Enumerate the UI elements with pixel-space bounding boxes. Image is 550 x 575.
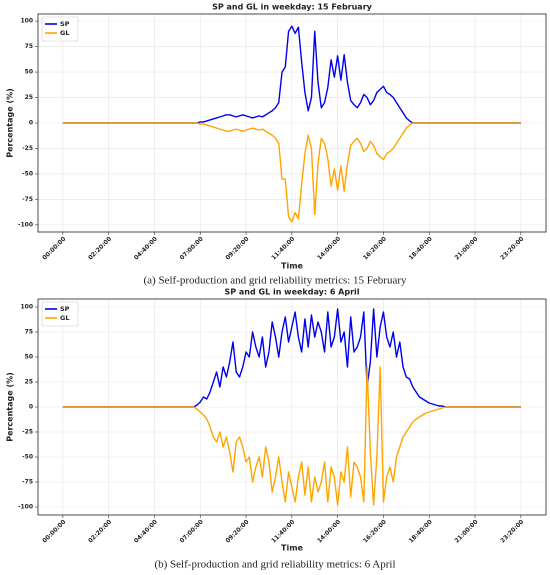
x-tick-label: 16:20:00 (362, 236, 388, 262)
x-tick-label: 09:20:00 (224, 519, 250, 545)
y-tick-label: -75 (22, 196, 33, 203)
x-tick-label: 09:20:00 (224, 236, 250, 262)
legend-label: SP (60, 305, 70, 313)
legend-box (41, 16, 79, 42)
y-tick-label: 50 (25, 354, 33, 361)
series-line (62, 122, 521, 223)
x-tick-label: 21:00:00 (453, 236, 479, 262)
y-tick-label: 0 (29, 120, 33, 127)
y-axis-label: Percentage (%) (6, 372, 15, 442)
x-tick-label: 07:00:00 (179, 236, 205, 262)
x-tick-label: 14:00:00 (316, 519, 342, 545)
legend-label: GL (60, 314, 69, 322)
y-tick-label: 75 (25, 329, 33, 336)
x-tick-label: 02:20:00 (87, 519, 113, 545)
y-tick-label: 100 (20, 304, 33, 311)
y-tick-label: -25 (22, 145, 33, 152)
chart-title: SP and GL in weekday: 15 February (212, 3, 373, 12)
x-tick-label: 07:00:00 (179, 519, 205, 545)
x-tick-label: 21:00:00 (453, 519, 479, 545)
series-line (62, 25, 521, 124)
y-tick-label: 0 (29, 404, 33, 411)
plot-frame (37, 298, 547, 516)
y-tick-label: -100 (18, 221, 33, 228)
y-tick-label: 25 (25, 94, 33, 101)
x-tick-label: 23:20:00 (499, 236, 525, 262)
x-tick-label: 16:20:00 (362, 519, 388, 545)
y-tick-label: 100 (20, 18, 33, 25)
x-axis-label: Time (281, 544, 304, 553)
y-tick-label: 25 (25, 379, 33, 386)
x-tick-label: 18:40:00 (408, 236, 434, 262)
chart-title: SP and GL in weekday: 6 April (224, 288, 359, 297)
x-tick-label: 04:40:00 (133, 236, 159, 262)
x-tick-label: 11:40:00 (270, 519, 296, 545)
series-line (62, 366, 521, 506)
y-tick-label: -75 (22, 479, 33, 486)
x-tick-label: 02:20:00 (87, 236, 113, 262)
plot-frame (37, 13, 547, 233)
y-tick-label: 50 (25, 69, 33, 76)
legend-label: SP (60, 20, 70, 28)
legend-label: GL (60, 29, 69, 37)
x-tick-label: 00:00:00 (41, 519, 67, 545)
x-tick-label: 11:40:00 (270, 236, 296, 262)
y-tick-label: -25 (22, 429, 33, 436)
x-tick-label: 04:40:00 (133, 519, 159, 545)
y-tick-label: -100 (18, 504, 33, 511)
y-tick-label: -50 (22, 454, 33, 461)
x-tick-label: 14:00:00 (316, 236, 342, 262)
legend-box (41, 301, 79, 327)
x-tick-label: 23:20:00 (499, 519, 525, 545)
y-tick-label: 75 (25, 43, 33, 50)
caption: (a) Self-production and grid reliability… (143, 275, 407, 287)
y-axis-label: Percentage (%) (6, 88, 15, 158)
x-tick-label: 00:00:00 (41, 236, 67, 262)
x-tick-label: 18:40:00 (408, 519, 434, 545)
y-tick-label: -50 (22, 170, 33, 177)
x-axis-label: Time (281, 262, 304, 271)
caption: (b) Self-production and grid reliability… (154, 559, 395, 571)
series-line (62, 308, 521, 408)
